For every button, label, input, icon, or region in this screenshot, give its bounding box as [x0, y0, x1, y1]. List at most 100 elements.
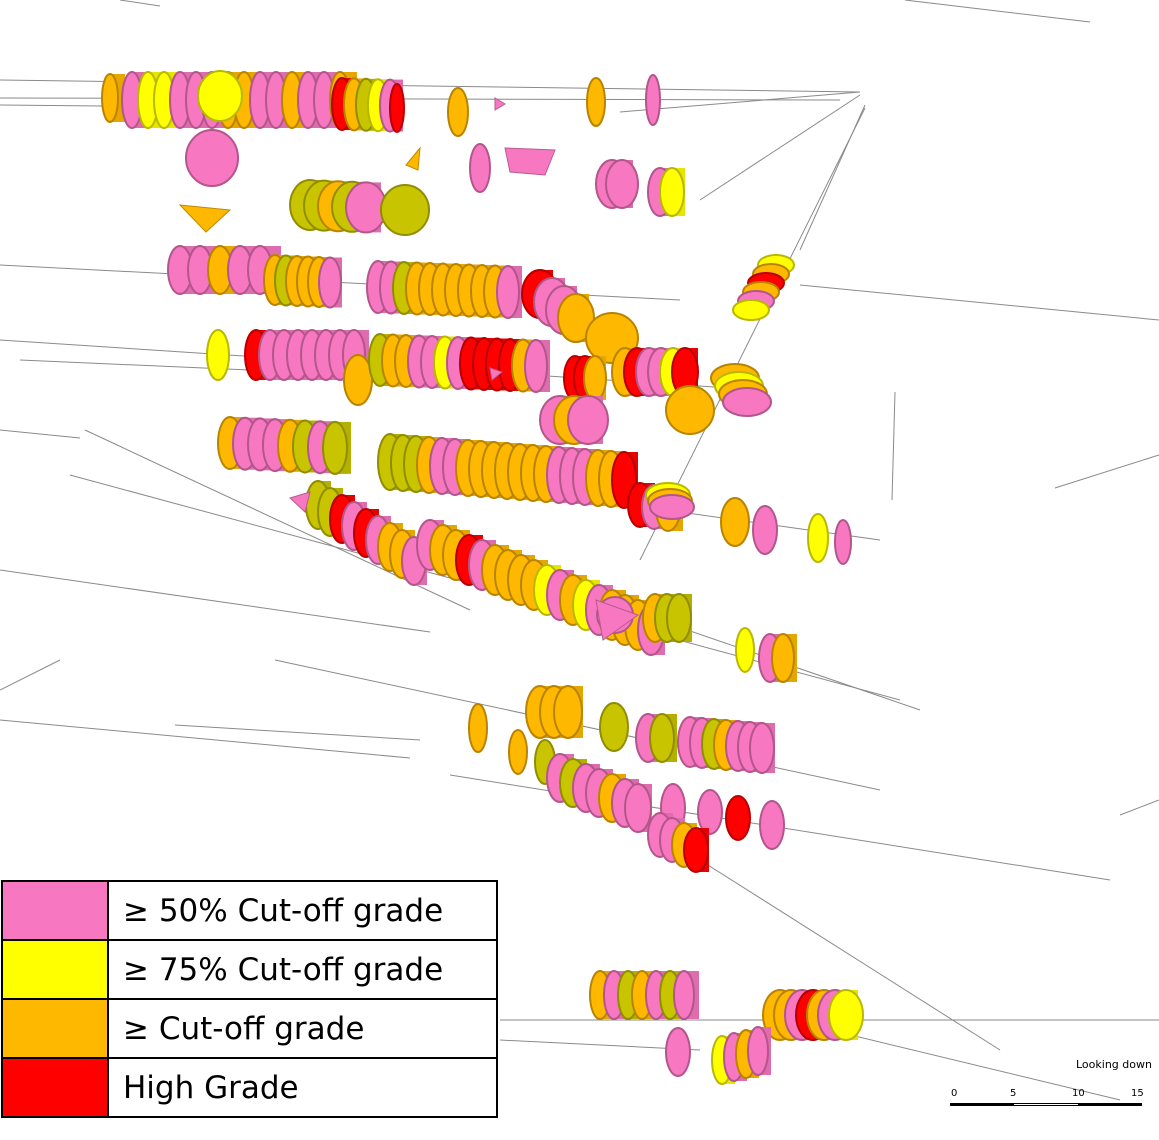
interval-cap — [828, 989, 864, 1041]
interval-cap — [524, 339, 548, 393]
drillhole-interval-string — [305, 480, 427, 586]
drillhole-interval-string — [539, 395, 609, 445]
drill-trace — [829, 1029, 1121, 1101]
drillhole-interval-string — [642, 593, 692, 643]
drill-trace — [1054, 454, 1159, 489]
drillhole-interval-string — [807, 513, 829, 563]
scale-tick-label: 10 — [1072, 1088, 1085, 1099]
drillhole-interval-string — [469, 143, 491, 193]
drillhole-interval-string — [611, 347, 699, 397]
drill-trace — [0, 569, 431, 633]
interval-cap — [747, 1026, 769, 1076]
drillhole-interval-string — [735, 627, 755, 673]
drill-trace — [0, 429, 81, 439]
drillhole-interval-string — [508, 729, 528, 775]
interval-cap — [725, 795, 751, 841]
interval-cap — [665, 1027, 691, 1077]
interval-cap — [508, 729, 528, 775]
drillhole-interval-string — [447, 87, 469, 137]
drillhole-interval-string — [762, 989, 864, 1041]
interval-cap — [469, 143, 491, 193]
interval-cap — [583, 355, 607, 401]
interval-cap — [697, 789, 723, 835]
drillhole-interval-string — [368, 333, 550, 393]
scale-bar: 0 5 10 15 — [948, 1088, 1148, 1118]
interval-cap — [553, 685, 583, 739]
interval-cap — [659, 167, 685, 217]
drillhole-interval-string — [525, 685, 583, 739]
legend-row: High Grade — [1, 1057, 498, 1118]
drillhole-interval-string — [635, 713, 677, 763]
drill-trace — [799, 284, 1159, 321]
drillhole-interval-string — [595, 159, 639, 209]
drill-trace — [119, 0, 161, 7]
interval-cap — [605, 159, 639, 209]
interval-cap — [197, 70, 243, 122]
view-orientation-label: Looking down — [1076, 1058, 1152, 1071]
drillhole-interval-string — [343, 354, 373, 406]
interval-cap — [345, 181, 387, 234]
drillhole-interval-string — [725, 795, 751, 841]
legend-row: ≥ 75% Cut-off grade — [1, 939, 498, 1000]
interval-cap — [666, 593, 692, 643]
interval-cap — [567, 395, 609, 445]
scale-tick-label: 5 — [1010, 1088, 1017, 1099]
drillhole-interval-string — [645, 482, 695, 520]
interval-cap — [807, 513, 829, 563]
drill-trace — [904, 0, 1091, 23]
interval-cap — [389, 83, 405, 133]
legend-row: ≥ 50% Cut-off grade — [1, 880, 498, 941]
legend-swatch-red — [1, 1057, 109, 1118]
interval-cap — [683, 827, 709, 873]
interval-cap — [599, 702, 629, 752]
grade-intervals — [101, 70, 864, 1085]
interval-wedge — [405, 146, 421, 171]
interval-cap — [649, 713, 675, 763]
drillhole-interval-string — [263, 254, 342, 309]
legend-label: ≥ 75% Cut-off grade — [107, 939, 498, 1000]
interval-wedge — [494, 97, 506, 111]
drillhole-interval-string — [366, 260, 522, 319]
legend-swatch-yellow — [1, 939, 109, 1000]
drillhole-interval-string — [167, 245, 281, 295]
interval-cap — [665, 385, 715, 435]
interval-cap — [318, 256, 342, 309]
drill-trace — [174, 724, 421, 741]
interval-cap — [752, 505, 778, 555]
interval-cap — [771, 633, 795, 683]
drillhole-interval-string — [197, 70, 243, 122]
interval-cap — [834, 519, 852, 565]
grade-legend: ≥ 50% Cut-off grade ≥ 75% Cut-off grade … — [1, 880, 498, 1118]
interval-cap — [722, 387, 772, 417]
drillhole-interval-string — [665, 1027, 691, 1077]
drillhole-interval-string — [416, 519, 665, 656]
drillhole-interval-string — [711, 1026, 771, 1085]
legend-swatch-pink — [1, 880, 109, 941]
interval-cap — [468, 703, 488, 753]
drillhole-interval-string — [586, 77, 606, 127]
drillhole-interval-string — [834, 519, 852, 565]
drill-trace — [699, 859, 1001, 1051]
drillhole-interval-string — [732, 254, 795, 321]
drillhole-interval-string — [563, 355, 607, 401]
interval-cap — [759, 800, 785, 850]
drillhole-interval-string — [521, 269, 595, 343]
interval-cap — [749, 722, 775, 774]
drillhole-interval-string — [710, 363, 772, 417]
drillhole-interval-string — [677, 716, 775, 774]
interval-cap — [673, 970, 695, 1020]
drillhole-interval-string — [665, 385, 715, 435]
drillhole-interval-string — [206, 329, 230, 381]
drillhole-interval-string — [589, 970, 699, 1020]
drillhole-interval-string — [546, 753, 652, 833]
interval-wedge — [595, 599, 640, 641]
drill-trace — [891, 391, 896, 501]
interval-cap — [649, 494, 695, 520]
interval-wedge — [489, 367, 504, 381]
scale-tick-label: 15 — [1131, 1088, 1144, 1099]
drillhole-interval-string — [101, 73, 125, 123]
interval-cap — [624, 783, 652, 833]
interval-cap — [447, 87, 469, 137]
interval-cap — [380, 184, 430, 236]
legend-label: ≥ 50% Cut-off grade — [107, 880, 498, 941]
